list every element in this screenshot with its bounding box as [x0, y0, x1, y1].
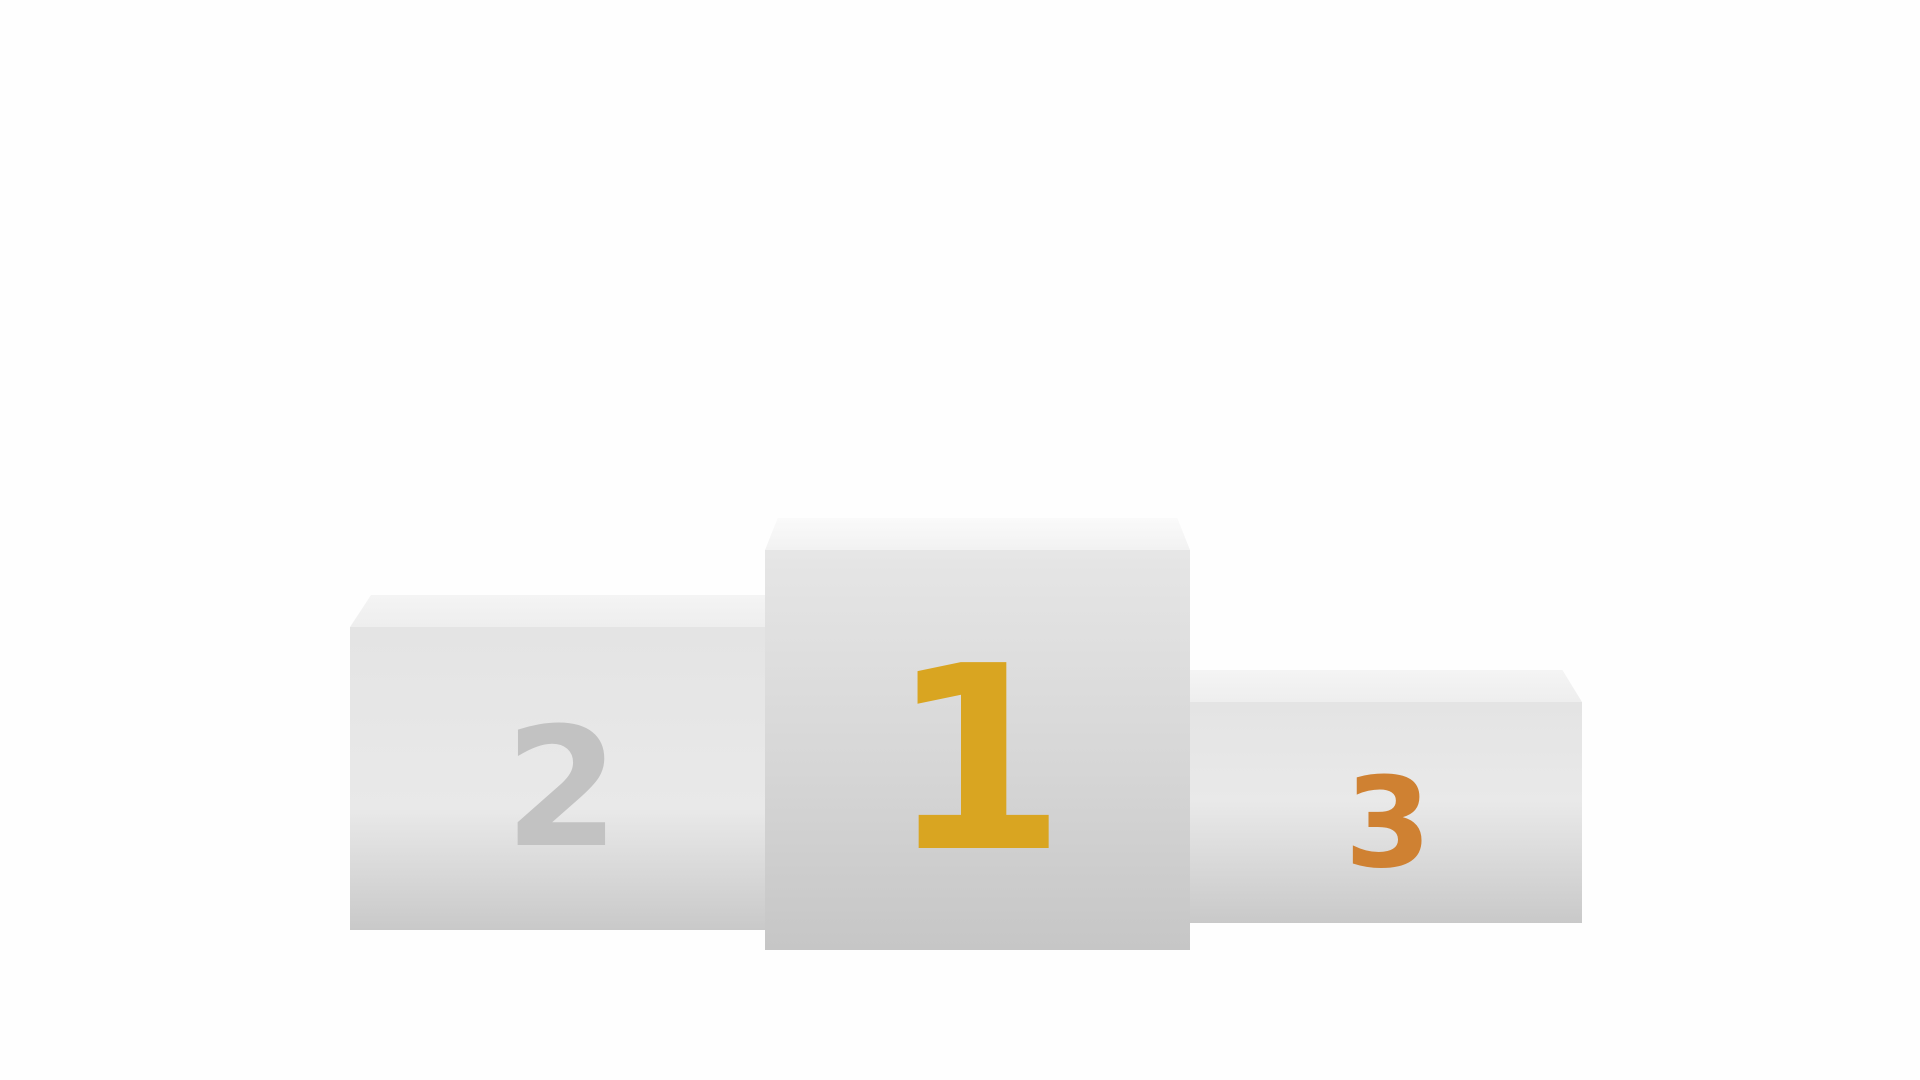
rank-number-second: 2: [504, 692, 620, 884]
rank-number-first: 1: [888, 611, 1067, 909]
podium-front-face: 2: [350, 627, 770, 930]
podium-top-surface: [350, 595, 770, 627]
podium-top-surface: [765, 518, 1190, 550]
podium-front-face: 3: [1190, 702, 1582, 923]
podium-front-face: 1: [765, 550, 1190, 950]
rank-number-third: 3: [1344, 751, 1432, 896]
podium-second-place: 2: [350, 595, 770, 930]
podium-first-place: 1: [765, 518, 1190, 950]
podium-top-surface: [1190, 670, 1582, 702]
podium-third-place: 3: [1190, 670, 1582, 923]
